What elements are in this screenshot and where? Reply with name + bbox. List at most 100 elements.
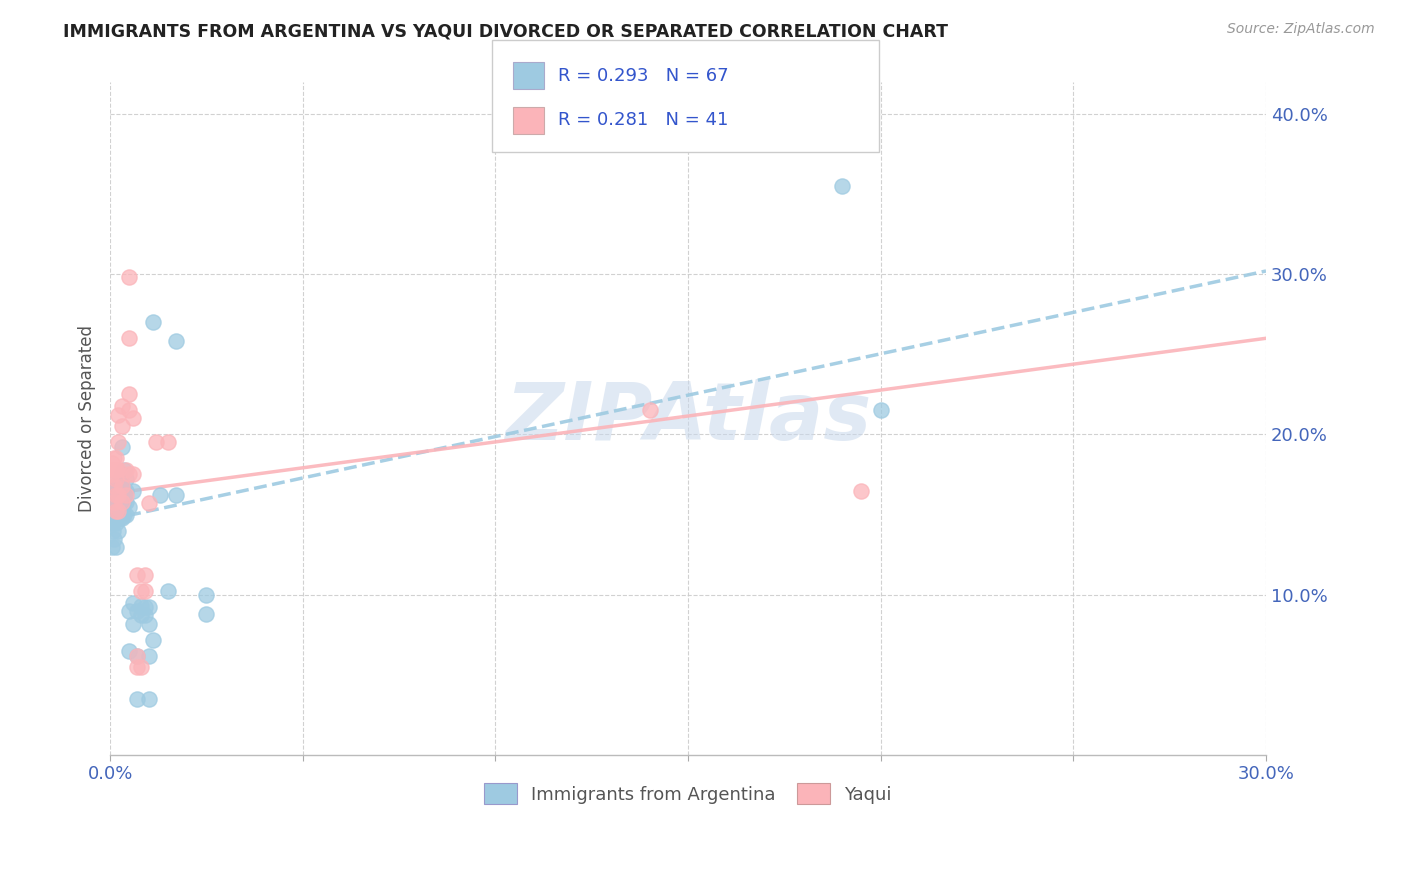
- Point: [103, 500, 125, 514]
- Point: [101, 516, 124, 530]
- Point: [104, 540, 127, 554]
- Point: [111, 494, 134, 508]
- Point: [107, 524, 129, 538]
- Point: [107, 463, 129, 477]
- Point: [104, 451, 127, 466]
- Point: [129, 599, 152, 613]
- Text: ZIPAtlas: ZIPAtlas: [505, 379, 872, 458]
- Point: [107, 504, 129, 518]
- Point: [107, 475, 129, 490]
- Point: [122, 411, 145, 425]
- Point: [101, 456, 124, 470]
- Point: [114, 483, 136, 498]
- Point: [141, 315, 163, 329]
- Point: [103, 483, 125, 498]
- Point: [127, 648, 149, 663]
- Point: [101, 494, 124, 508]
- Point: [138, 648, 160, 663]
- Point: [112, 483, 135, 498]
- Point: [104, 488, 127, 502]
- Point: [111, 399, 134, 413]
- Point: [114, 494, 136, 508]
- Point: [118, 387, 141, 401]
- Point: [127, 604, 149, 618]
- Point: [638, 403, 661, 417]
- Point: [127, 648, 149, 663]
- Point: [118, 467, 141, 482]
- Point: [122, 616, 145, 631]
- Point: [149, 488, 172, 502]
- Point: [103, 451, 125, 466]
- Point: [103, 491, 125, 506]
- Point: [122, 483, 145, 498]
- Point: [118, 403, 141, 417]
- Point: [112, 508, 135, 522]
- Point: [111, 488, 134, 502]
- Point: [104, 500, 127, 514]
- Point: [111, 440, 134, 454]
- Point: [111, 419, 134, 434]
- Point: [111, 467, 134, 482]
- Point: [103, 524, 125, 538]
- Point: [156, 435, 179, 450]
- Point: [107, 435, 129, 450]
- Point: [138, 600, 160, 615]
- Point: [103, 494, 125, 508]
- Point: [165, 488, 187, 502]
- Point: [129, 584, 152, 599]
- Point: [118, 500, 141, 514]
- Point: [108, 500, 131, 514]
- Point: [111, 510, 134, 524]
- Point: [134, 568, 156, 582]
- Point: [101, 504, 124, 518]
- Point: [127, 660, 149, 674]
- Point: [114, 463, 136, 477]
- Point: [103, 510, 125, 524]
- Point: [114, 488, 136, 502]
- Point: [138, 496, 160, 510]
- Point: [108, 510, 131, 524]
- Point: [118, 331, 141, 345]
- Point: [114, 472, 136, 486]
- Point: [138, 616, 160, 631]
- Point: [103, 500, 125, 514]
- Point: [101, 540, 124, 554]
- Point: [869, 403, 891, 417]
- Point: [118, 604, 141, 618]
- Point: [111, 479, 134, 493]
- Point: [114, 508, 136, 522]
- Point: [107, 488, 129, 502]
- Point: [107, 483, 129, 498]
- Point: [118, 644, 141, 658]
- Y-axis label: Divorced or Separated: Divorced or Separated: [79, 325, 96, 512]
- Text: R = 0.281   N = 41: R = 0.281 N = 41: [558, 112, 728, 129]
- Point: [138, 691, 160, 706]
- Point: [195, 607, 218, 621]
- Point: [107, 494, 129, 508]
- Point: [134, 608, 156, 623]
- Point: [112, 463, 135, 477]
- Point: [851, 483, 873, 498]
- Point: [103, 463, 125, 477]
- Point: [134, 584, 156, 599]
- Text: R = 0.293   N = 67: R = 0.293 N = 67: [558, 67, 728, 85]
- Point: [103, 532, 125, 546]
- Point: [103, 488, 125, 502]
- Text: IMMIGRANTS FROM ARGENTINA VS YAQUI DIVORCED OR SEPARATED CORRELATION CHART: IMMIGRANTS FROM ARGENTINA VS YAQUI DIVOR…: [63, 22, 948, 40]
- Point: [103, 479, 125, 493]
- Point: [831, 179, 853, 194]
- Point: [111, 479, 134, 493]
- Point: [111, 500, 134, 514]
- Point: [104, 463, 127, 477]
- Point: [104, 488, 127, 502]
- Point: [107, 508, 129, 522]
- Point: [112, 494, 135, 508]
- Point: [156, 584, 179, 599]
- Legend: Immigrants from Argentina, Yaqui: Immigrants from Argentina, Yaqui: [475, 774, 901, 814]
- Point: [129, 608, 152, 623]
- Point: [195, 588, 218, 602]
- Point: [118, 270, 141, 285]
- Point: [107, 408, 129, 422]
- Point: [101, 467, 124, 482]
- Point: [103, 510, 125, 524]
